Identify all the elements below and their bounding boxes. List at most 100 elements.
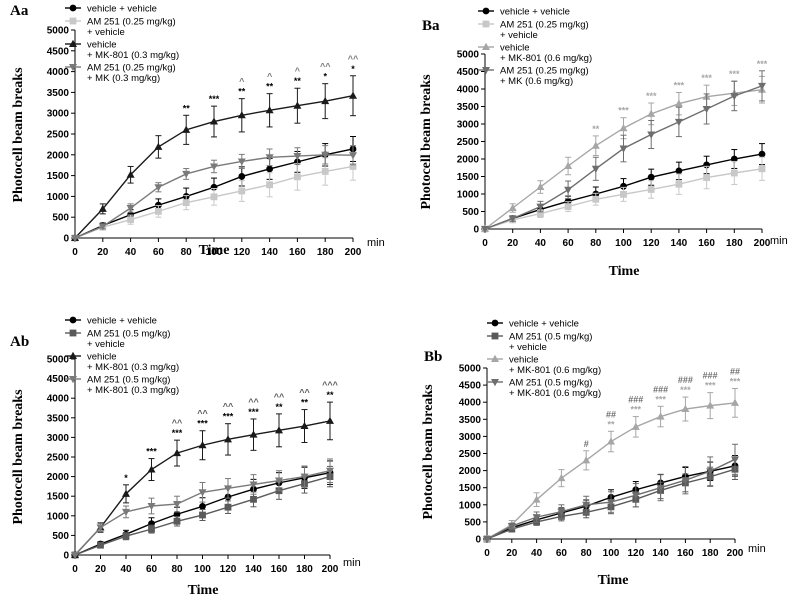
data-point: [508, 203, 517, 211]
y-tick-label: 500: [462, 207, 479, 218]
y-tick-label: 2500: [457, 137, 480, 148]
significance-mark: ***: [674, 81, 685, 91]
data-point: [731, 456, 739, 464]
significance-mark: ***: [655, 394, 666, 404]
data-point: [224, 485, 232, 493]
x-tick-label: 40: [125, 247, 137, 258]
data-point: [758, 82, 766, 91]
data-point: [173, 517, 181, 525]
data-point: [224, 503, 232, 511]
legend-label: vehicle: [87, 352, 117, 363]
legend-label: vehicle + vehicle: [87, 4, 157, 15]
data-point: [224, 435, 232, 443]
legend-marker: [491, 332, 499, 340]
data-point: [71, 235, 79, 243]
data-point: [147, 465, 156, 473]
y-tick-label: 1000: [47, 511, 70, 522]
significance-mark: #: [584, 439, 589, 449]
x-tick-label: 40: [531, 548, 543, 559]
data-point: [582, 501, 591, 509]
x-tick-label: 20: [507, 238, 519, 249]
legend-label: + vehicle: [87, 27, 125, 38]
data-point: [300, 473, 309, 481]
y-tick-label: 2500: [47, 130, 70, 141]
x-unit-label: min: [770, 235, 788, 247]
y-tick-label: 2000: [47, 150, 70, 161]
legend-marker: [491, 354, 499, 362]
y-tick-label: 1500: [457, 172, 480, 183]
data-point: [321, 151, 330, 159]
x-tick-label: 180: [726, 238, 743, 249]
data-point: [591, 165, 600, 173]
x-tick-label: 100: [206, 247, 223, 258]
legend-marker: [69, 39, 77, 47]
data-point: [173, 448, 181, 457]
legend-label: vehicle: [509, 355, 539, 366]
y-tick-label: 0: [473, 225, 479, 236]
legend-label: AM 251 (0.5 mg/kg): [509, 332, 592, 343]
y-axis-title: Photocell beam breaks: [419, 74, 434, 210]
chart-panel-Bb: Bb05001000150020002500300035004000450050…: [421, 349, 766, 588]
y-tick-label: 4000: [47, 394, 70, 405]
x-tick-label: 80: [581, 548, 593, 559]
y-tick-label: 4500: [47, 46, 70, 57]
significance-mark: ***: [248, 407, 259, 417]
y-axis-title: Photocell beam breaks: [11, 67, 26, 203]
y-tick-label: 1500: [47, 171, 70, 182]
panel-label: Bb: [424, 349, 442, 365]
data-point: [674, 99, 683, 107]
data-point: [199, 511, 206, 519]
data-point: [619, 145, 628, 153]
y-tick-label: 3500: [47, 88, 70, 99]
x-tick-label: 60: [556, 548, 568, 559]
legend-label: AM 251 (0.5 mg/kg): [87, 375, 170, 386]
y-axis-title: Photocell beam breaks: [421, 384, 436, 520]
chart-panel-Ab: Ab05001000150020002500300035004000450050…: [10, 334, 361, 598]
legend-label: AM 251 (0.5 mg/kg): [509, 378, 592, 389]
data-point: [607, 499, 615, 507]
significance-mark: ^^: [274, 392, 285, 402]
significance-mark: ^: [239, 77, 245, 87]
legend-label: AM 251 (0.25 mg/kg): [87, 17, 176, 28]
data-point: [656, 412, 665, 420]
data-point: [706, 401, 715, 409]
significance-mark: ***: [680, 385, 691, 395]
data-point: [730, 93, 739, 101]
legend-label: + vehicle: [87, 339, 125, 350]
y-tick-label: 5000: [457, 50, 480, 61]
data-point: [647, 173, 655, 181]
legend-marker: [482, 7, 490, 15]
x-tick-label: 80: [590, 238, 602, 249]
data-point: [148, 525, 155, 533]
data-point: [265, 106, 274, 114]
x-tick-label: 60: [153, 247, 165, 258]
legend-label: + MK-801 (0.6 mg/kg): [509, 388, 601, 399]
data-point: [536, 182, 545, 190]
legend-label: + MK-801 (0.3 mg/kg): [87, 385, 179, 396]
significance-mark: ***: [197, 419, 208, 429]
data-point: [266, 165, 273, 173]
data-point: [127, 216, 134, 224]
data-point: [275, 477, 283, 485]
data-point: [647, 109, 656, 117]
x-tick-label: 140: [671, 238, 688, 249]
y-tick-label: 3000: [47, 433, 70, 444]
significance-mark: ^^^: [322, 380, 339, 390]
x-tick-label: 60: [563, 238, 575, 249]
data-point: [122, 508, 130, 517]
data-point: [564, 203, 572, 210]
x-tick-label: 120: [220, 564, 237, 575]
y-tick-label: 4500: [459, 381, 482, 392]
x-axis-title: Time: [188, 583, 219, 598]
y-tick-label: 2000: [47, 472, 70, 483]
data-point: [321, 168, 329, 175]
significance-mark: ###: [628, 395, 643, 405]
y-tick-label: 1500: [459, 483, 482, 494]
y-tick-label: 4000: [457, 85, 480, 96]
data-point: [532, 514, 541, 522]
x-unit-label: min: [367, 237, 385, 249]
significance-mark: ***: [729, 69, 740, 79]
legend-label: + vehicle: [509, 342, 547, 353]
x-tick-label: 80: [171, 564, 183, 575]
